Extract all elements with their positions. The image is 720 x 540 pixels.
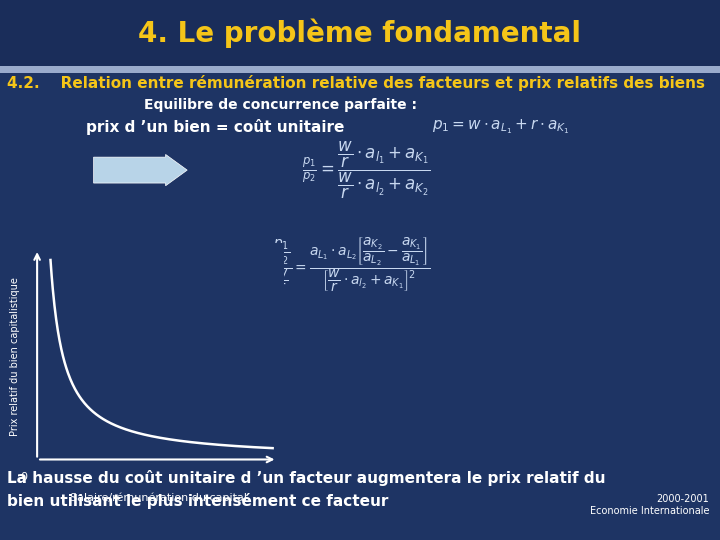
Text: $\dfrac{\partial \dfrac{p_1}{p_2}}{\partial \dfrac{w}{r}} = \dfrac{a_{L_1} \cdot: $\dfrac{\partial \dfrac{p_1}{p_2}}{\part…	[266, 235, 431, 294]
Text: Prix relatif du bien capitalistique: Prix relatif du bien capitalistique	[10, 277, 19, 436]
Bar	[0, 0, 720, 68]
Bar	[0, 73, 720, 92]
Text: 4.2.    Relation entre rémunération relative des facteurs et prix relatifs des b: 4.2. Relation entre rémunération relativ…	[7, 75, 705, 91]
Text: prix d ’un bien = coût unitaire: prix d ’un bien = coût unitaire	[86, 119, 345, 135]
Text: Equilibre de concurrence parfaite :: Equilibre de concurrence parfaite :	[144, 98, 417, 112]
FancyArrow shape	[94, 154, 187, 186]
Text: 2000-2001
Economie Internationale: 2000-2001 Economie Internationale	[590, 494, 709, 516]
Text: Salaire/rémunération du capital: Salaire/rémunération du capital	[70, 492, 247, 503]
Bar	[0, 66, 720, 75]
Text: $p_1 = w \cdot a_{L_1} + r \cdot a_{K_1}$: $p_1 = w \cdot a_{L_1} + r \cdot a_{K_1}…	[432, 118, 570, 136]
Text: $\frac{p_1}{p_2} = \dfrac{\dfrac{w}{r} \cdot a_{l_1} + a_{K_1}}{\dfrac{w}{r} \cd: $\frac{p_1}{p_2} = \dfrac{\dfrac{w}{r} \…	[302, 139, 431, 201]
Text: 4. Le problème fondamental: 4. Le problème fondamental	[138, 19, 582, 48]
Text: La hausse du coût unitaire d ’un facteur augmentera le prix relatif du: La hausse du coût unitaire d ’un facteur…	[7, 470, 606, 486]
Text: bien utilisant le plus intensément ce facteur: bien utilisant le plus intensément ce fa…	[7, 492, 389, 509]
Text: 0: 0	[21, 472, 27, 482]
